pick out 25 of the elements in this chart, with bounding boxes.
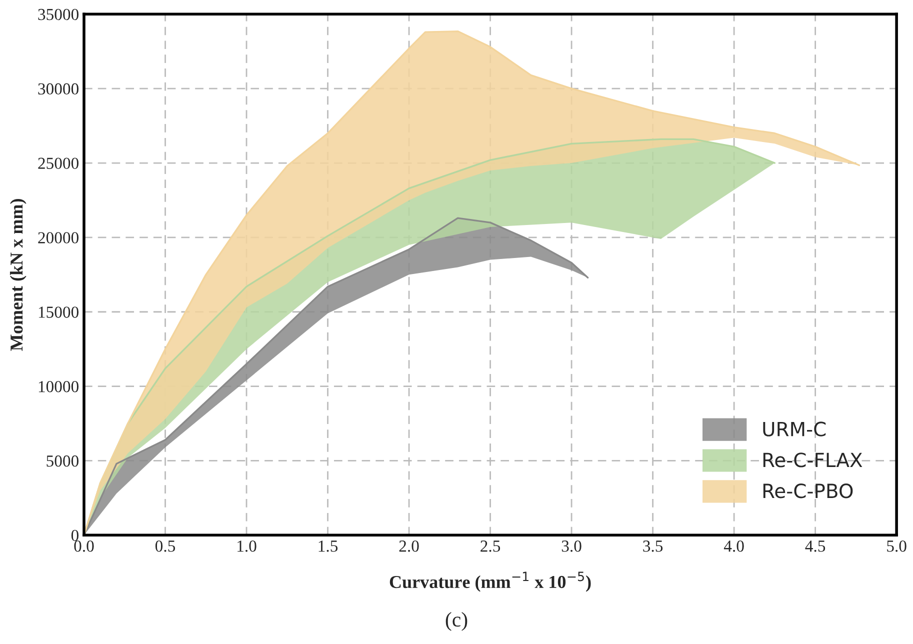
x-tick-label: 1.0 (238, 540, 256, 552)
y-tick-label: 10000 (38, 381, 78, 392)
y-axis-title: Moment (kN x mm) (10, 198, 26, 351)
x-tick-label: 2.0 (399, 540, 419, 552)
y-tick-label: 30000 (38, 83, 78, 95)
x-tick-label: 4.5 (805, 540, 826, 552)
x-tick-label: 2.5 (480, 540, 500, 552)
x-tick-label: 3.5 (643, 540, 663, 552)
y-tick-label: 5000 (46, 455, 78, 467)
y-tick-label: 15000 (38, 306, 78, 318)
legend-label: Re-C-PBO (763, 484, 853, 498)
x-axis-title: Curvature (mm$^{−1}$ x 10$^{−5}$) (390, 572, 591, 592)
x-tick-label: 3.0 (562, 540, 582, 552)
x-tick-label: 4.0 (724, 540, 744, 552)
x-tick-label: 0.5 (155, 540, 176, 552)
legend-label: URM-C (763, 422, 826, 436)
y-tick-label: 0 (71, 530, 78, 542)
x-tick-label: 5.0 (887, 540, 906, 552)
x-tick-label: 0.0 (74, 540, 94, 552)
y-tick-label: 35000 (38, 8, 78, 20)
text: (c) (446, 612, 468, 631)
x-tick-label: 1.5 (318, 540, 338, 552)
y-tick-label: 20000 (38, 232, 78, 244)
legend-label: Re-C-FLAX (763, 452, 862, 468)
y-tick-label: 25000 (38, 158, 78, 169)
